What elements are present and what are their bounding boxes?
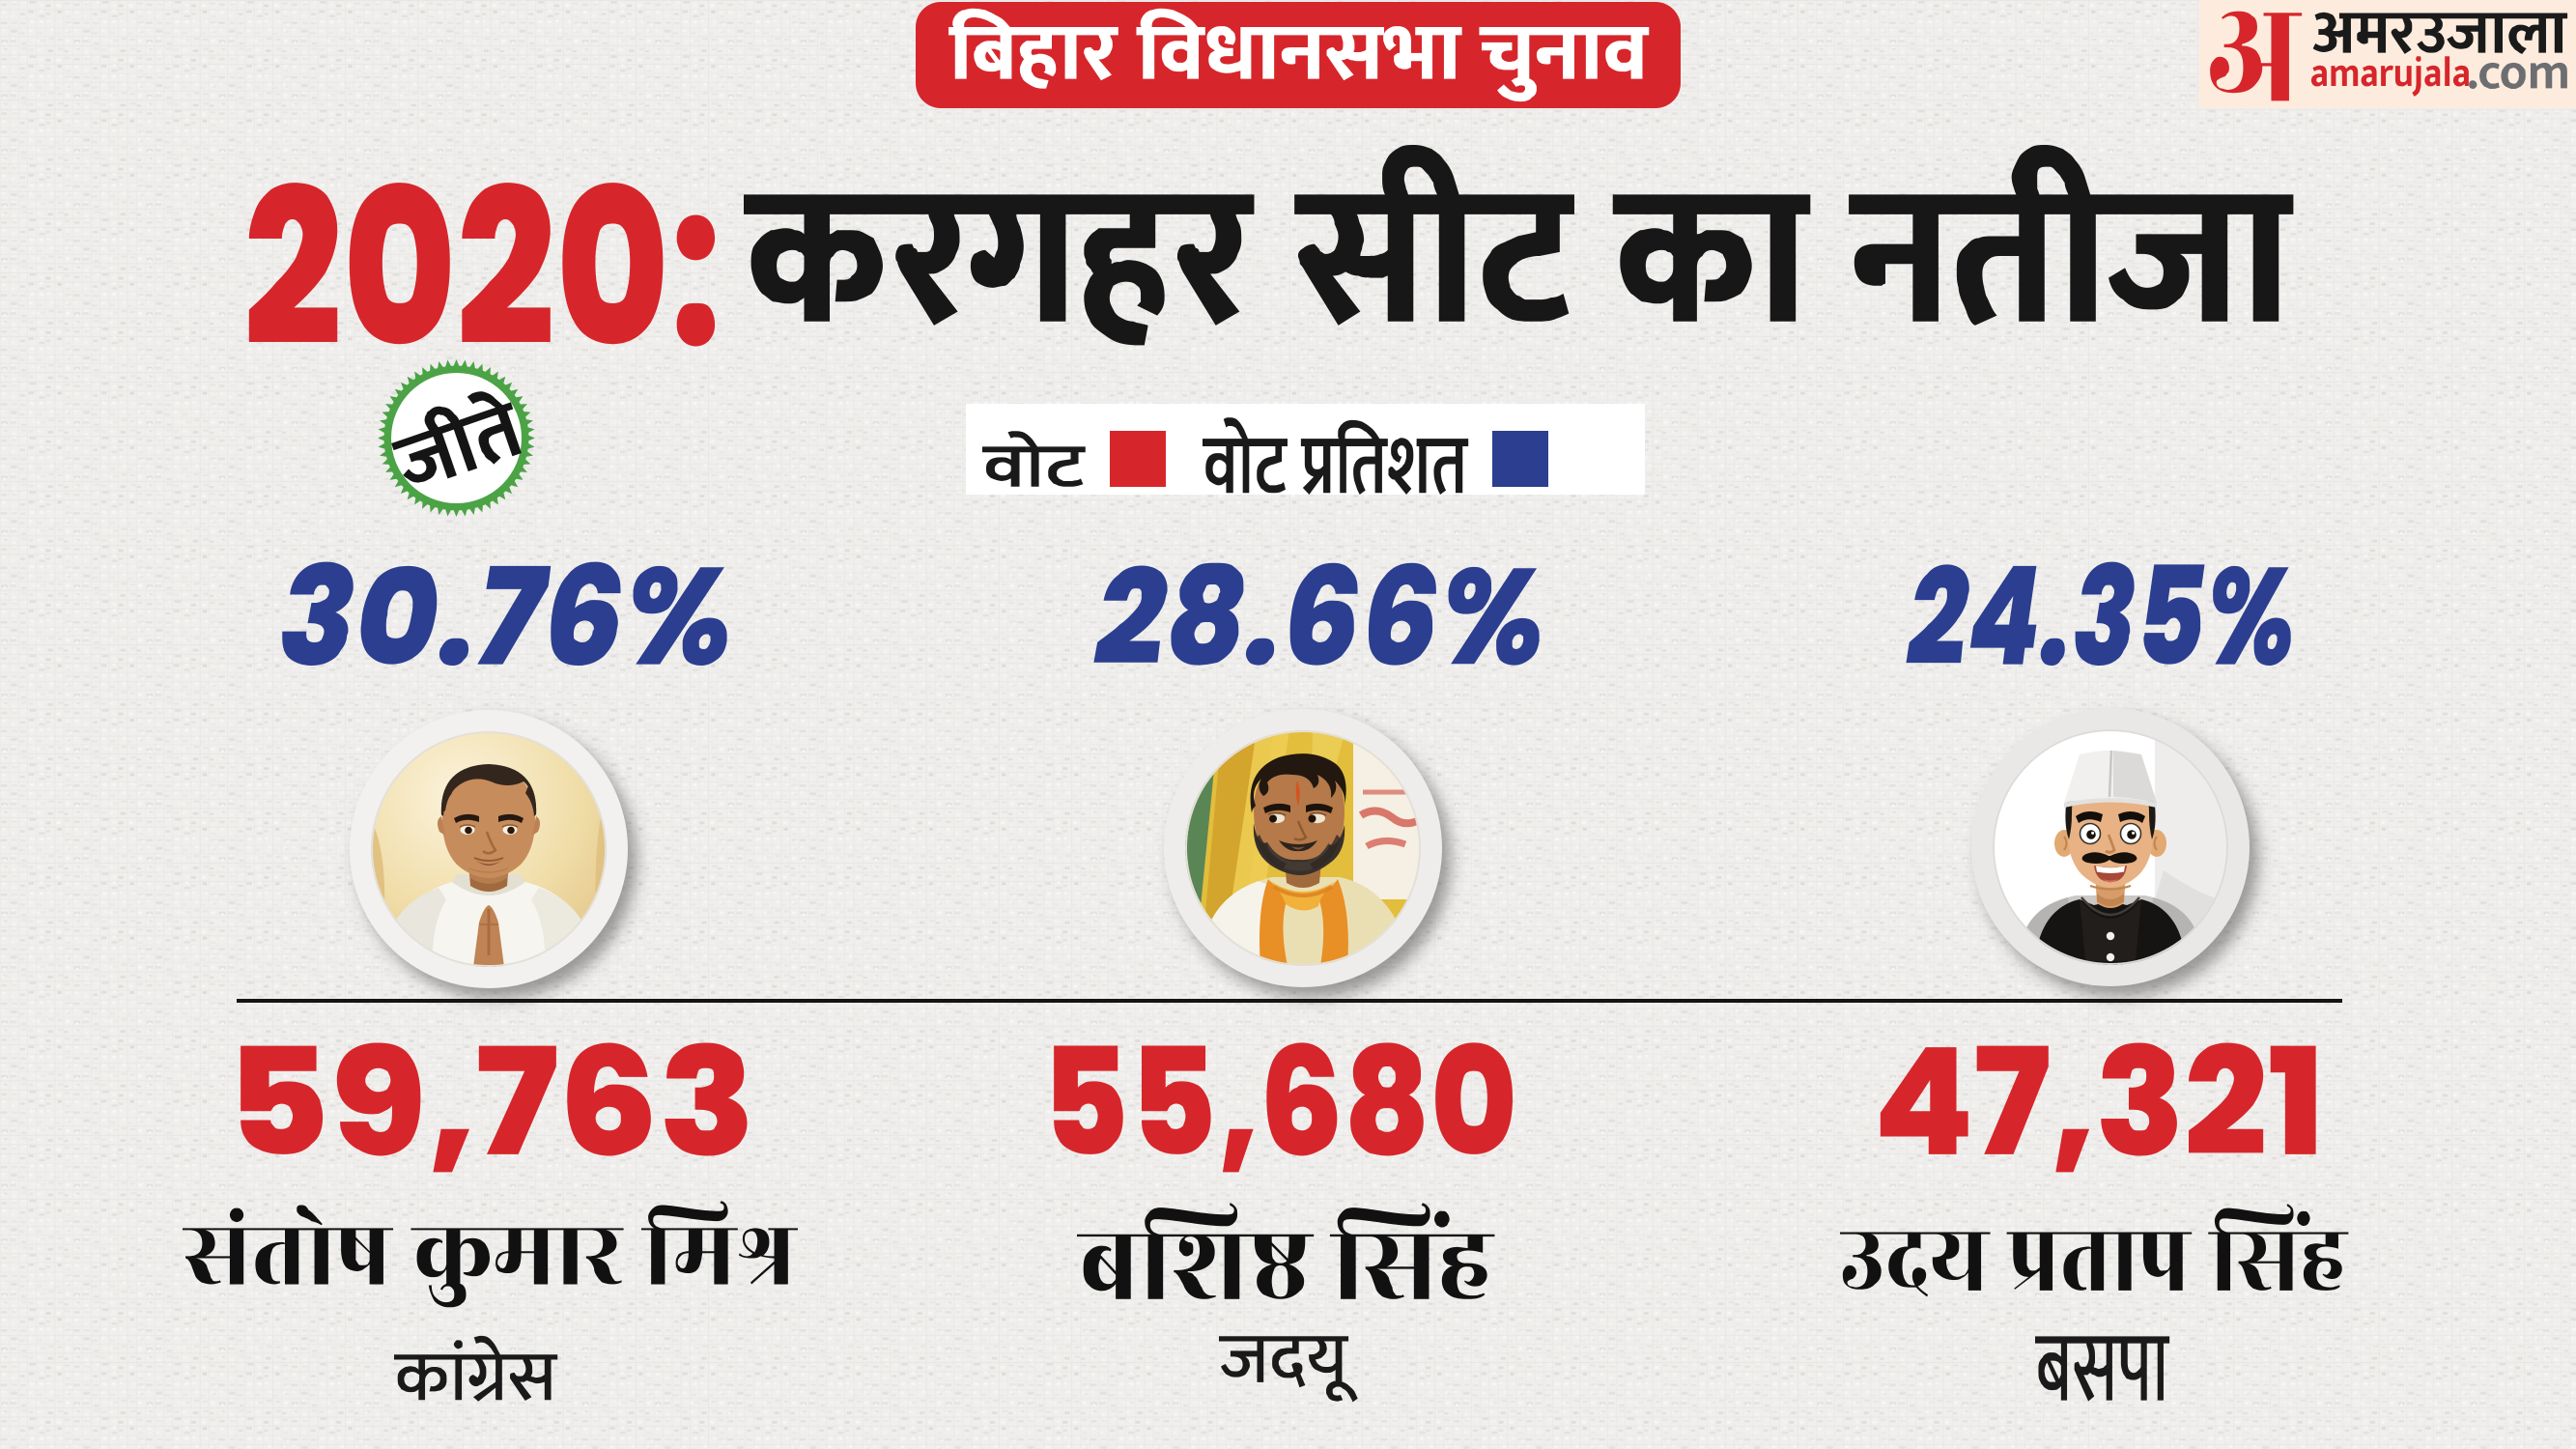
legend: वोटवोट प्रतिशत bbox=[966, 404, 1645, 495]
vote-count-text bbox=[1054, 1042, 1513, 1173]
vote-count: 59,763 bbox=[241, 1042, 748, 1173]
party-name: बसपा bbox=[2035, 1336, 2170, 1402]
legend-vote-text bbox=[982, 431, 1086, 487]
winner-seal-graphic bbox=[378, 359, 535, 517]
page-title: 2020:करगहर सीट का नतीजा bbox=[0, 135, 2576, 357]
party-name-text bbox=[2035, 1336, 2170, 1402]
avatar-candidate-3 bbox=[1993, 729, 2228, 965]
vote-count-text bbox=[1880, 1042, 2316, 1173]
candidate-name-text bbox=[1077, 1203, 1495, 1299]
photo-candidate-2 bbox=[1185, 730, 1421, 966]
candidate-name: संतोष कुमार मिश्र bbox=[183, 1201, 798, 1308]
party-name-text bbox=[1219, 1336, 1358, 1403]
brand-logo: अमरउजालाअamarujala.com bbox=[2199, 0, 2576, 108]
vote-count: 47,321 bbox=[1880, 1042, 2316, 1173]
winner-badge: जीते bbox=[378, 359, 535, 517]
party-name-text bbox=[394, 1335, 558, 1402]
vote-count: 55,680 bbox=[1054, 1042, 1513, 1173]
candidate-name-text bbox=[1840, 1204, 2349, 1297]
vote-count-text bbox=[241, 1042, 748, 1173]
brand-name-text bbox=[2312, 12, 2568, 54]
title-main-text bbox=[744, 145, 2294, 346]
party-name: जदयू bbox=[1219, 1336, 1358, 1403]
brand-mark-letter bbox=[2210, 11, 2303, 101]
legend-vote-swatch bbox=[1110, 431, 1166, 487]
candidate-photo-1 bbox=[350, 710, 628, 988]
candidate-name: उदय प्रताप सिंह bbox=[1840, 1204, 2349, 1297]
topic-banner-text bbox=[948, 8, 1650, 102]
separator-line bbox=[237, 999, 2342, 1003]
legend-pct-swatch bbox=[1492, 431, 1548, 487]
vote-percent-text bbox=[282, 561, 727, 666]
party-name: कांग्रेस bbox=[394, 1335, 558, 1402]
candidate-photo-2 bbox=[1164, 709, 1442, 987]
photo-candidate-1 bbox=[371, 731, 607, 967]
brand-site-suffix-text bbox=[2469, 62, 2567, 89]
vote-percent: 30.76% bbox=[282, 561, 727, 666]
vote-percent-text bbox=[1906, 561, 2291, 666]
vote-percent-text bbox=[1093, 562, 1540, 666]
candidate-name: बशिष्ठ सिंह bbox=[1077, 1203, 1495, 1299]
title-year-text bbox=[248, 183, 716, 347]
candidate-name-text bbox=[183, 1201, 798, 1308]
vote-percent: 28.66% bbox=[1093, 562, 1540, 666]
legend-pct-text bbox=[1203, 417, 1469, 495]
candidate-photo-3 bbox=[1971, 708, 2250, 986]
brand-site-text bbox=[2310, 56, 2469, 97]
topic-banner: बिहार विधानसभा चुनाव bbox=[916, 2, 1681, 108]
vote-percent: 24.35% bbox=[1906, 561, 2291, 666]
